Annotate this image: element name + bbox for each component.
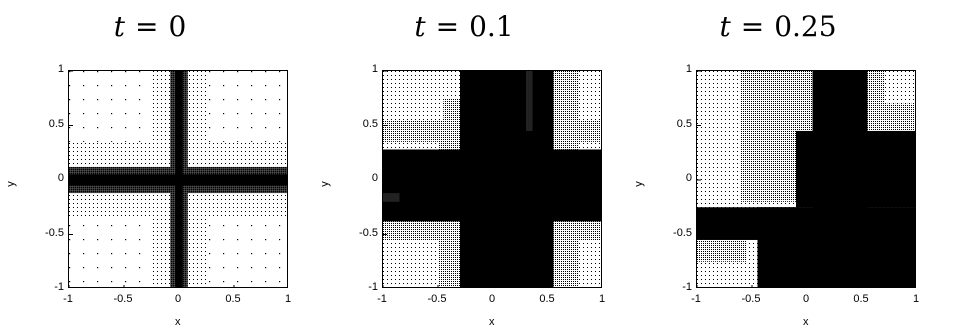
x-tick-label: -0.5: [741, 293, 761, 305]
heatmap-region: [884, 71, 915, 104]
heatmap-region: [383, 193, 400, 202]
x-tick-label: 0: [488, 293, 496, 305]
y-tick-label: 1: [371, 63, 378, 75]
x-tick-label: 0.5: [853, 293, 869, 305]
heatmap-region: [526, 71, 533, 131]
x-tick-label: -0.5: [427, 293, 447, 305]
x-tick-label: 1: [598, 293, 606, 305]
chart-title: t = 0: [0, 10, 300, 43]
x-tick-label: -1: [377, 293, 387, 305]
x-axis-label: x: [175, 316, 181, 328]
y-tick-label: 0: [57, 172, 64, 184]
heatmap-region: [383, 71, 444, 121]
y-axis-label: y: [318, 181, 331, 187]
y-tick-label: 0.5: [48, 117, 64, 130]
title-value: 0: [168, 10, 187, 43]
heatmap-plot-area: [68, 70, 288, 288]
chart-panel-t025: t = 0.25 -1 -0.5 0 0.5 1 1 0.5 0 -0.5 -1 x y: [628, 0, 928, 328]
heatmap-svg: [383, 71, 601, 287]
title-variable: t: [113, 10, 125, 43]
y-axis-label: y: [632, 181, 645, 187]
title-operator: =: [134, 10, 159, 43]
x-tick-label: -0.5: [113, 293, 133, 305]
heatmap-plot-area: [382, 70, 602, 288]
title-variable: t: [719, 10, 731, 43]
y-tick-label: -1: [54, 281, 64, 293]
chart-title: t = 0.25: [628, 10, 928, 43]
heatmap-region: [175, 71, 183, 287]
y-tick-label: 0.5: [676, 117, 692, 130]
y-tick-label: 0: [371, 172, 378, 184]
x-tick-label: 1: [284, 293, 292, 305]
heatmap-region: [383, 149, 601, 222]
title-operator: =: [740, 10, 765, 43]
title-variable: t: [414, 10, 426, 43]
x-tick-label: 1: [912, 293, 920, 305]
y-tick-label: -0.5: [45, 226, 64, 239]
chart-panel-t0: t = 0 -1 -0.5 0 0.5 1 1 0.5 0 -0.5 -1 x y: [0, 0, 300, 328]
heatmap-region: [757, 207, 915, 287]
x-tick-label: 0.5: [225, 293, 241, 305]
y-tick-label: 1: [685, 63, 692, 75]
title-value: 0.1: [469, 10, 514, 43]
x-tick-label: 0.5: [539, 293, 555, 305]
title-operator: =: [435, 10, 460, 43]
heatmap-svg: [697, 71, 915, 287]
x-axis-label: x: [803, 316, 809, 328]
y-tick-label: -0.5: [673, 226, 692, 239]
heatmap-svg: [69, 71, 287, 287]
chart-title: t = 0.1: [314, 10, 614, 43]
heatmap-region: [697, 239, 747, 262]
y-tick-label: -1: [368, 281, 378, 293]
y-tick-label: 0: [685, 172, 692, 184]
x-tick-label: -1: [691, 293, 701, 305]
heatmap-plot-area: [696, 70, 916, 288]
chart-panel-t01: t = 0.1 -1 -0.5 0 0.5 1 1 0.5 0 -0.5 -1 x y: [314, 0, 614, 328]
title-value: 0.25: [774, 10, 837, 43]
y-tick-label: 0.5: [362, 117, 378, 130]
x-axis-label: x: [489, 316, 495, 328]
y-axis-label: y: [4, 181, 17, 187]
y-tick-label: 1: [57, 63, 64, 75]
x-tick-label: 0: [802, 293, 810, 305]
x-tick-label: -1: [63, 293, 73, 305]
y-tick-label: -1: [682, 281, 692, 293]
y-tick-label: -0.5: [359, 226, 378, 239]
x-tick-label: 0: [174, 293, 182, 305]
heatmap-region: [796, 130, 915, 208]
